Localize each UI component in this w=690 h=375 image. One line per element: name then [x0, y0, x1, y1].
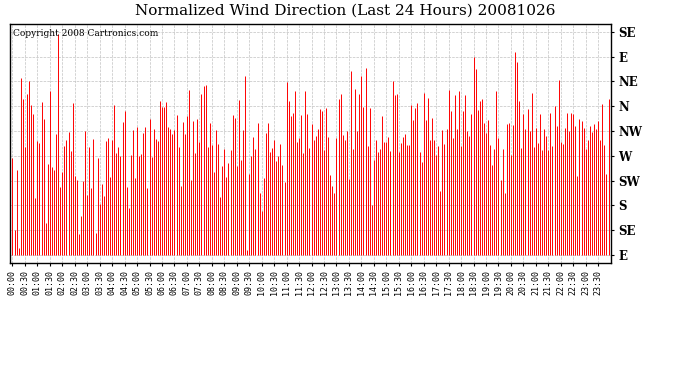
Text: Normalized Wind Direction (Last 24 Hours) 20081026: Normalized Wind Direction (Last 24 Hours…	[135, 4, 555, 18]
Text: Copyright 2008 Cartronics.com: Copyright 2008 Cartronics.com	[13, 29, 159, 38]
